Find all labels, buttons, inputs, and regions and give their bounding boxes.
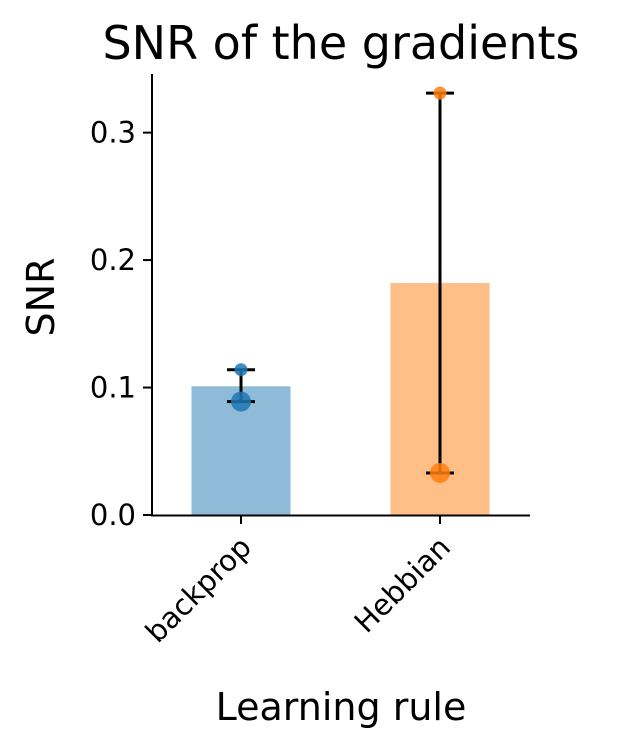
y-tick-label: 0.0 (90, 498, 136, 532)
y-ticks-layer: 0.0 0.1 0.2 0.3 (90, 116, 152, 532)
x-tick-label-hebbian: Hebbian (348, 530, 457, 639)
y-axis-label: SNR (19, 258, 63, 337)
data-points-layer (231, 86, 450, 483)
y-tick-label: 0.3 (90, 116, 136, 150)
x-axis-label: Learning rule (216, 685, 467, 729)
x-ticks-layer: backprop Hebbian (139, 515, 457, 649)
point-backprop-1 (234, 363, 248, 377)
point-hebbian-2 (430, 462, 450, 483)
y-tick-label: 0.2 (90, 243, 136, 277)
chart-title: SNR of the gradients (102, 16, 579, 70)
point-backprop-2 (231, 391, 251, 412)
x-tick-label-backprop: backprop (139, 530, 258, 649)
point-hebbian-1 (433, 86, 447, 100)
y-tick-label: 0.1 (90, 371, 136, 405)
